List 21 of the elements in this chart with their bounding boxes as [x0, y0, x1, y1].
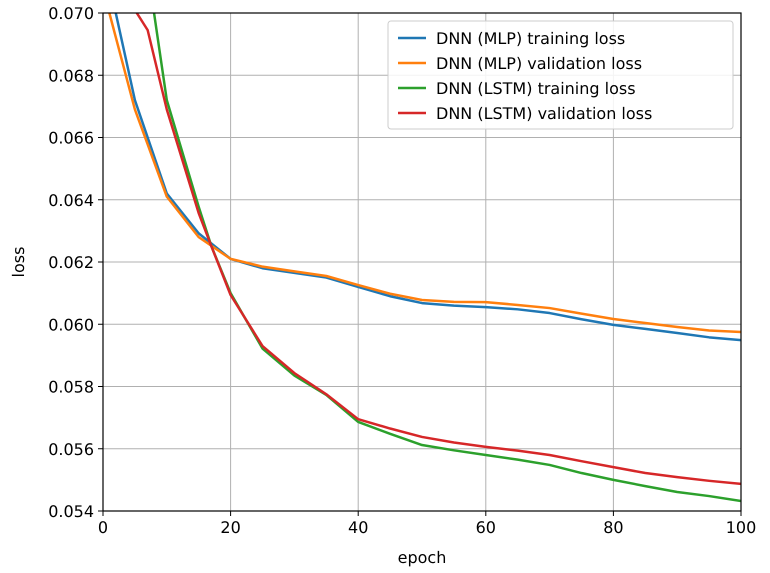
x-tick-label: 60 — [476, 518, 496, 537]
x-tick-label: 20 — [220, 518, 241, 537]
y-tick-label: 0.062 — [48, 253, 94, 272]
legend-label: DNN (MLP) validation loss — [436, 54, 642, 73]
y-tick-label: 0.056 — [48, 440, 94, 459]
legend-label: DNN (LSTM) validation loss — [436, 104, 652, 123]
y-tick-label: 0.064 — [48, 190, 94, 210]
y-tick-label: 0.068 — [48, 66, 94, 86]
y-tick-label: 0.054 — [48, 502, 94, 521]
legend-label: DNN (MLP) training loss — [436, 29, 626, 48]
y-tick-label: 0.070 — [48, 4, 94, 23]
x-tick-label: 40 — [348, 518, 368, 537]
legend-label: DNN (LSTM) training loss — [436, 79, 636, 98]
x-tick-label: 80 — [603, 518, 624, 537]
y-axis-title: loss — [9, 246, 28, 278]
x-tick-label: 100 — [726, 518, 756, 537]
y-tick-label: 0.060 — [48, 315, 94, 334]
y-tick-label: 0.058 — [48, 378, 94, 396]
y-tick-label: 0.066 — [48, 128, 94, 148]
x-axis-title: epoch — [398, 548, 446, 567]
x-tick-label: 0 — [98, 518, 108, 537]
